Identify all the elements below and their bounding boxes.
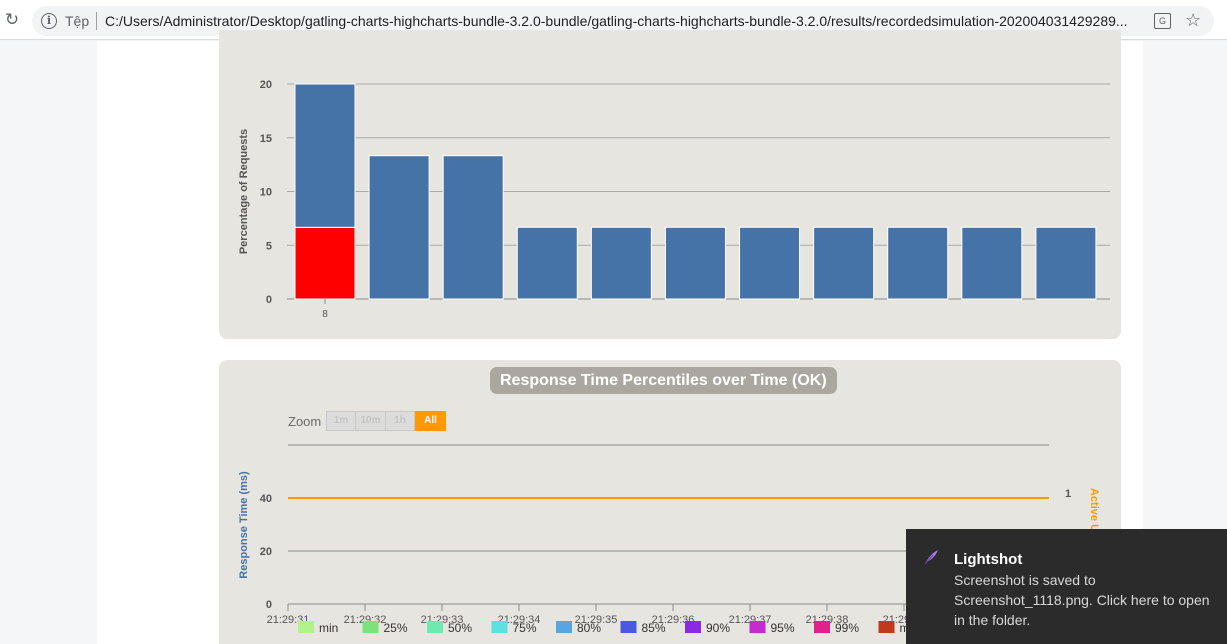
zoom-1h-button[interactable]: 1h xyxy=(385,411,415,431)
bar xyxy=(517,227,577,299)
zoom-1m-button[interactable]: 1m xyxy=(326,411,356,431)
lightshot-notification[interactable]: Lightshot Screenshot is saved to Screens… xyxy=(906,529,1227,644)
y-axis-title: Percentage of Requests xyxy=(238,129,250,254)
zoom-label: Zoom xyxy=(288,414,321,429)
bar xyxy=(962,227,1022,299)
bar xyxy=(443,156,503,299)
notification-title: Lightshot xyxy=(954,551,1022,568)
y-tick-label: 0 xyxy=(266,294,272,306)
bar xyxy=(591,227,651,299)
bar xyxy=(1036,227,1096,299)
lightshot-feather-icon xyxy=(923,549,939,565)
y-tick-label: 20 xyxy=(260,79,272,91)
bar xyxy=(295,84,355,227)
bar xyxy=(814,227,874,299)
zoom-all-button[interactable]: All xyxy=(415,411,446,431)
bar xyxy=(369,156,429,299)
y-tick-label: 10 xyxy=(260,187,272,199)
bar xyxy=(665,227,725,299)
bar xyxy=(295,227,355,299)
zoom-10m-button[interactable]: 10m xyxy=(355,411,386,431)
x-tick-label: 8 xyxy=(322,309,328,320)
bar xyxy=(740,227,800,299)
notification-body: Screenshot is saved to Screenshot_1118.p… xyxy=(954,570,1224,630)
y-tick-label: 15 xyxy=(260,133,272,145)
y-tick-label: 5 xyxy=(266,240,272,252)
chart-title: Response Time Percentiles over Time (OK) xyxy=(490,367,837,394)
bar xyxy=(888,227,948,299)
